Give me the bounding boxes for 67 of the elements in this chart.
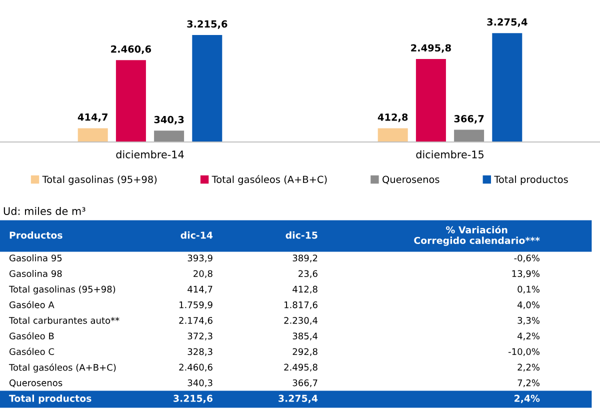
text: 372,3 [188,332,212,340]
text: 7,2% [518,379,540,388]
text: 393,9 [188,254,212,262]
bar [78,128,108,142]
text: 328,3 [188,348,212,356]
text: Total productos [9,394,92,404]
text: 23,6 [298,270,318,278]
text: 13,9% [512,270,540,278]
data-label: 3.275,4 [487,18,528,27]
text: 389,2 [292,254,318,262]
text: 2.495,8 [284,364,318,372]
text: Ud: miles de m³ [4,206,86,216]
text: Gasolina 95 [10,254,62,262]
text: -0,6% [514,254,540,262]
text: 366,7 [292,379,318,388]
text: 2.174,6 [179,316,212,325]
text: Querosenos [10,379,62,388]
data-label: 3.215,6 [187,20,228,29]
data-label: 2.460,6 [111,45,152,54]
text: 1.817,6 [284,301,318,310]
text: 385,4 [292,332,318,340]
text: 3.275,4 [278,394,318,404]
text: Gasóleo C [10,348,54,356]
text: % Variación Corregido calendario*** [414,226,540,246]
text: 2,2% [518,364,540,372]
text: Gasolina 98 [10,270,62,278]
data-label: 340,3 [154,116,184,124]
text: 412,8 [292,286,318,294]
text: 414,7 [188,286,212,294]
text: -10,0% [508,348,540,356]
bar [192,35,222,142]
text: 4,0% [518,301,540,310]
text: 292,8 [292,348,318,356]
text: Total gasóleos (A+B+C) [8,363,116,373]
bar [378,128,408,142]
text: Gasóleo A [10,300,54,308]
text: dic-14 [180,231,213,239]
data-label: 2.495,8 [411,44,451,53]
legend-label: Total productos [494,176,568,185]
bar [116,60,146,142]
legend-label: Querosenos [382,176,440,184]
text: 4,2% [518,332,540,340]
text: 2.230,4 [284,316,318,325]
text: 340,3 [188,379,212,388]
text: 20,8 [194,270,212,278]
bar [492,33,522,142]
bar [154,130,184,142]
legend-label: Total gasolinas (95+98) [42,176,157,185]
text: Total carburantes auto** [8,316,120,324]
bar [454,130,484,142]
text: 3.215,6 [174,394,212,404]
data-label: 412,8 [378,113,408,122]
text: 2,4% [514,394,540,404]
text: dic-15 [286,231,318,239]
bar [416,59,446,142]
text: 2.460,6 [179,364,212,372]
text: Total gasolinas (95+98) [8,286,116,294]
text: 0,1% [518,286,540,294]
x-tick-label: diciembre-14 [116,150,184,158]
data-label: 414,7 [78,114,108,122]
legend-label: Total gasóleos (A+B+C) [212,175,327,185]
x-tick-label: diciembre-15 [416,150,484,158]
text: Productos [10,231,62,239]
data-label: 366,7 [454,115,484,124]
text: 1.759,9 [180,301,212,310]
text: 3,3% [518,316,540,325]
text: Gasóleo B [10,332,54,340]
